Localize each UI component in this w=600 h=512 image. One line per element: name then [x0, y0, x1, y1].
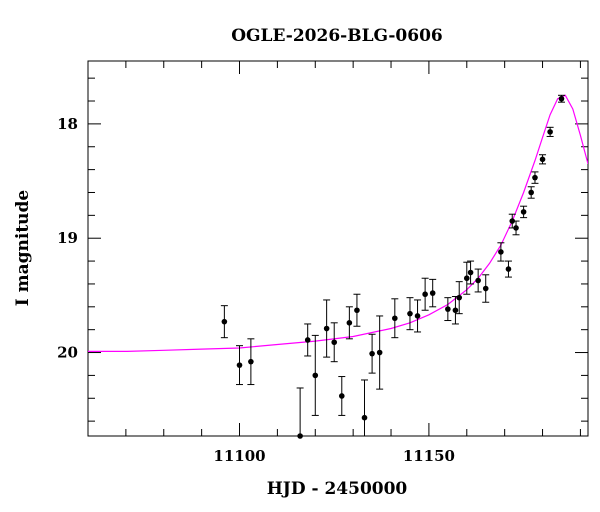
data-point	[539, 156, 546, 163]
data-point	[248, 358, 254, 365]
data-point	[376, 349, 383, 356]
plot-frame	[87, 60, 589, 437]
data-point	[547, 129, 553, 135]
data-point	[407, 310, 413, 317]
data-point	[236, 362, 243, 368]
data-point	[513, 225, 519, 231]
x-tick-label: 11150	[403, 447, 455, 465]
data-point	[463, 275, 470, 282]
data-point	[414, 313, 421, 319]
data-point	[467, 269, 474, 276]
plot-area: 11100 11150 18 19 20	[57, 60, 589, 465]
data-point	[498, 249, 504, 255]
data-point	[338, 393, 345, 399]
y-tick-label: 20	[57, 344, 78, 362]
data-point	[429, 290, 436, 296]
data-point	[528, 189, 534, 196]
data-point	[520, 209, 527, 215]
x-axis-label: HJD - 2450000	[267, 479, 408, 499]
data-point	[482, 285, 489, 292]
data-point	[312, 372, 319, 379]
data-point	[331, 339, 338, 346]
data-point	[558, 95, 565, 102]
data-point	[509, 218, 516, 224]
x-tick-label: 11100	[213, 447, 265, 465]
data-point	[221, 318, 228, 325]
data-point	[422, 291, 428, 298]
data-point	[297, 433, 303, 439]
data-point	[354, 307, 360, 314]
data-point	[392, 315, 398, 322]
chart-title: OGLE-2026-BLG-0606	[231, 26, 443, 46]
data-point	[304, 337, 311, 343]
data-point	[532, 174, 538, 181]
data-point	[323, 325, 330, 332]
data-point	[369, 350, 375, 357]
data-point	[456, 294, 463, 301]
data-point	[505, 266, 512, 272]
data-point	[346, 320, 353, 326]
y-axis-label: I magnitude	[13, 190, 33, 307]
y-tick-label: 19	[57, 229, 78, 247]
y-tick-label: 18	[57, 115, 78, 133]
data-point	[361, 414, 368, 421]
data-point	[445, 306, 451, 312]
data-point	[475, 277, 481, 284]
data-point	[452, 307, 459, 314]
